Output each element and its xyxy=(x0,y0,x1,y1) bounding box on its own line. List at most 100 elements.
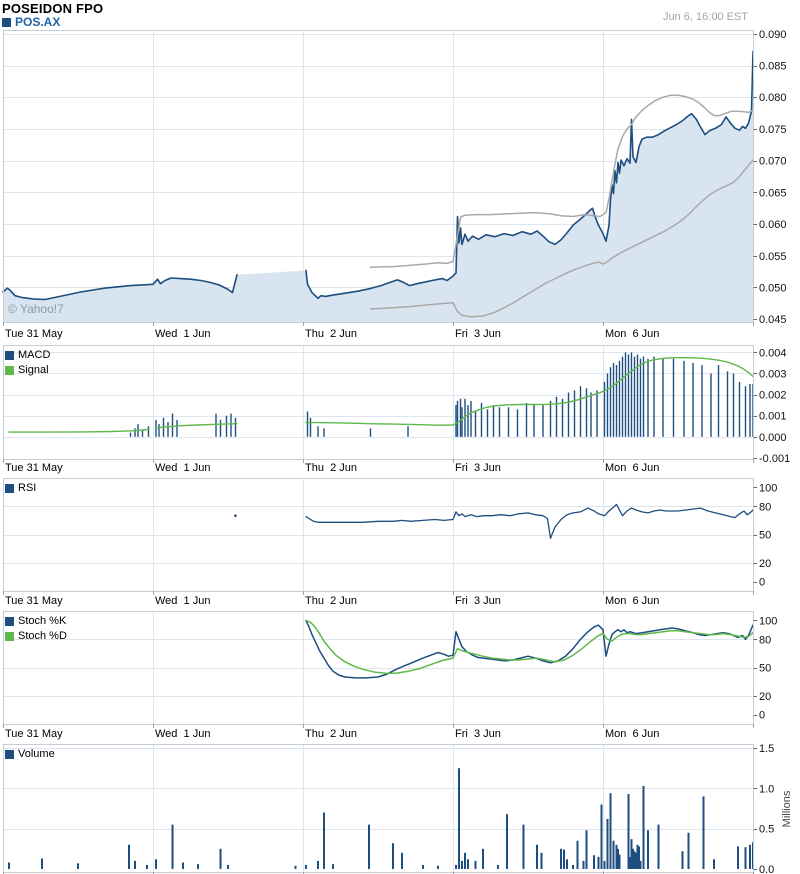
panel-stoch: 100 80 50 20 0 Stoch %K Stoch %D xyxy=(0,611,800,728)
y-tick-label: 0.080 xyxy=(759,92,787,104)
y-tick-label: 0.090 xyxy=(759,29,787,41)
x-axis-label: Thu 2 Jun xyxy=(305,462,357,474)
y-tick-label: 0.5 xyxy=(759,824,774,836)
legend-signal: Signal xyxy=(5,365,49,376)
rsi-plot: 100 80 50 20 0 xyxy=(3,478,777,595)
y-tick-label: 0.003 xyxy=(759,369,787,381)
legend-label: MACD xyxy=(18,349,51,361)
y-tick-label: 0.002 xyxy=(759,390,787,402)
y-tick-label: 1.5 xyxy=(759,743,774,755)
x-axis-label: Fri 3 Jun xyxy=(455,328,501,340)
x-axis-label: Tue 31 May xyxy=(5,595,63,607)
x-axis-label: Fri 3 Jun xyxy=(455,462,501,474)
legend-label: RSI xyxy=(18,482,37,494)
y-tick-label: 0.065 xyxy=(759,187,787,199)
x-axis-row: Tue 31 May Wed 1 Jun Thu 2 Jun Fri 3 Jun Mon… xyxy=(0,327,800,341)
upper-band-line xyxy=(369,94,754,268)
signal-line xyxy=(8,428,150,433)
x-axis-label: Tue 31 May xyxy=(5,328,63,340)
panel-macd: 0.004 0.003 0.002 0.001 0.000 -0.001 MACD Signa… xyxy=(0,345,800,465)
legend-swatch xyxy=(5,484,14,493)
x-axis-row: Tue 31 May Wed 1 Jun Thu 2 Jun Fri 3 Jun Mon… xyxy=(0,594,800,608)
legend-swatch xyxy=(5,366,14,375)
x-axis-label: Thu 2 Jun xyxy=(305,595,357,607)
y-tick-label: 0.070 xyxy=(759,156,787,168)
legend-volume: Volume xyxy=(5,749,55,760)
y-tick-label: 20 xyxy=(759,558,771,570)
lower-band-line xyxy=(369,159,754,318)
legend-swatch xyxy=(5,632,14,641)
y-tick-label: 80 xyxy=(759,501,771,513)
legend-stoch-d: Stoch %D xyxy=(5,631,67,642)
volume-bars xyxy=(8,768,754,869)
panel-rsi: 100 80 50 20 0 RSI xyxy=(0,478,800,595)
y-tick-label: 0.001 xyxy=(759,411,787,423)
panel-volume: 1.5 1.0 0.5 0.0 Millions Volume xyxy=(0,743,800,874)
stoch-k-line xyxy=(305,619,754,679)
x-axis-label: Wed 1 Jun xyxy=(155,462,211,474)
rsi-point xyxy=(234,514,237,517)
y-tick-label: 50 xyxy=(759,530,771,542)
x-axis-label: Wed 1 Jun xyxy=(155,595,211,607)
symbol-label: POS.AX xyxy=(15,15,61,29)
macd-plot: 0.004 0.003 0.002 0.001 0.000 -0.001 xyxy=(3,345,790,465)
x-axis-label: Tue 31 May xyxy=(5,728,63,740)
x-axis-label: Fri 3 Jun xyxy=(455,595,501,607)
x-axis-label: Thu 2 Jun xyxy=(305,328,357,340)
y-tick-label: 0 xyxy=(759,577,765,589)
legend-stoch-k: Stoch %K xyxy=(5,616,66,627)
y-tick-label: 20 xyxy=(759,691,771,703)
panel-price: 0.090 0.085 0.080 0.075 0.070 0.065 0.060 0.055… xyxy=(0,29,800,326)
page-title: POSEIDON FPO xyxy=(2,1,104,16)
y-tick-label: 100 xyxy=(759,615,777,627)
pos-ax-price-line xyxy=(2,274,238,301)
price-plot: 0.090 0.085 0.080 0.075 0.070 0.065 0.060 0.055… xyxy=(2,29,787,326)
stoch-d-line xyxy=(305,619,754,674)
x-axis-label: Mon 6 Jun xyxy=(605,328,660,340)
y-axis-unit-label: Millions xyxy=(781,790,793,827)
stoch-plot: 100 80 50 20 0 xyxy=(3,611,777,728)
yahoo-watermark: © Yahoo!7 xyxy=(8,302,64,316)
legend-swatch xyxy=(5,750,14,759)
volume-plot: 1.5 1.0 0.5 0.0 Millions xyxy=(3,743,793,874)
x-axis-label: Mon 6 Jun xyxy=(605,462,660,474)
y-tick-label: 1.0 xyxy=(759,783,774,795)
legend-label: Stoch %D xyxy=(18,630,67,642)
plot-border xyxy=(3,744,754,873)
x-axis-row: Tue 31 May Wed 1 Jun Thu 2 Jun Fri 3 Jun Mon… xyxy=(0,727,800,741)
y-tick-label: 0.0 xyxy=(759,864,774,874)
legend-label: Stoch %K xyxy=(18,615,67,627)
y-tick-label: 0.085 xyxy=(759,61,787,73)
x-axis-label: Mon 6 Jun xyxy=(605,595,660,607)
plot-border xyxy=(3,30,754,323)
y-tick-label: 0.000 xyxy=(759,432,787,444)
x-axis-label: Mon 6 Jun xyxy=(605,728,660,740)
y-tick-label: 0 xyxy=(759,710,765,722)
legend-swatch xyxy=(5,617,14,626)
legend-rsi: RSI xyxy=(5,483,36,494)
pos-ax-price-line xyxy=(305,50,754,300)
legend-macd: MACD xyxy=(5,350,50,361)
y-tick-label: 0.050 xyxy=(759,283,787,295)
symbol-swatch xyxy=(2,17,11,27)
rsi-line xyxy=(305,503,754,539)
x-axis-label: Thu 2 Jun xyxy=(305,728,357,740)
y-tick-label: 0.004 xyxy=(759,347,787,359)
y-tick-label: 80 xyxy=(759,634,771,646)
pos-ax-price-area xyxy=(3,51,753,322)
y-tick-label: 0.075 xyxy=(759,124,787,136)
symbol-legend: POS.AX xyxy=(2,15,60,29)
y-tick-label: 0.055 xyxy=(759,251,787,263)
x-axis-label: Fri 3 Jun xyxy=(455,728,501,740)
y-tick-label: 0.045 xyxy=(759,314,787,326)
legend-swatch xyxy=(5,351,14,360)
x-axis-label: Tue 31 May xyxy=(5,462,63,474)
y-tick-label: -0.001 xyxy=(759,453,790,465)
signal-line xyxy=(305,357,754,426)
plot-border xyxy=(3,345,754,460)
x-axis-row: Tue 31 May Wed 1 Jun Thu 2 Jun Fri 3 Jun Mon… xyxy=(0,461,800,475)
y-tick-label: 0.060 xyxy=(759,219,787,231)
x-axis-label: Wed 1 Jun xyxy=(155,328,211,340)
legend-label: Volume xyxy=(18,748,55,760)
y-tick-label: 100 xyxy=(759,482,777,494)
